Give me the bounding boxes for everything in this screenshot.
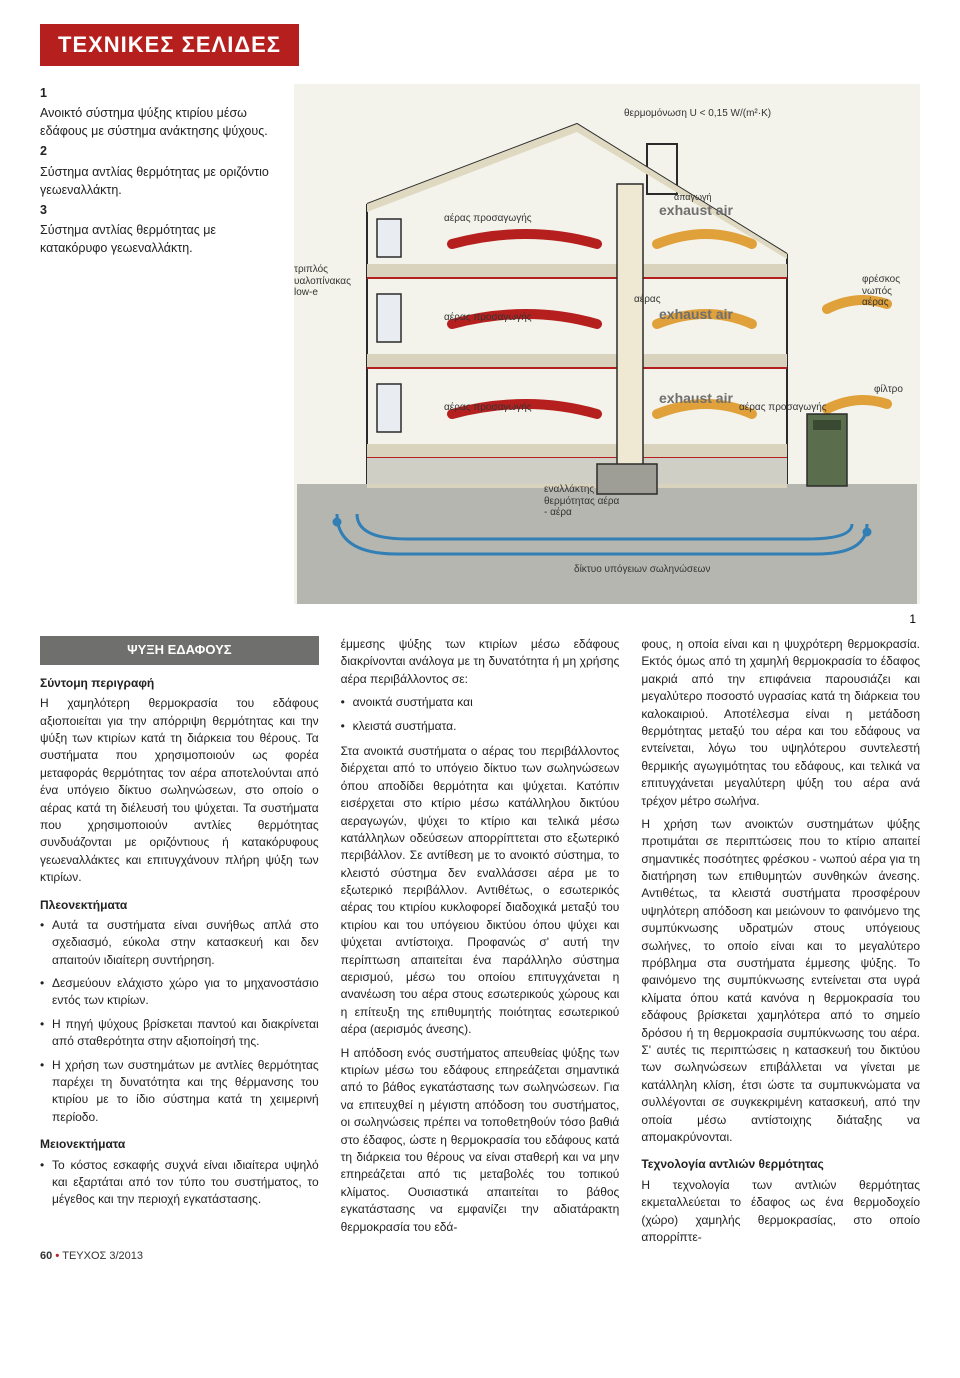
column-3: φους, η οποία είναι και η ψυχρότερη θερμ…: [641, 636, 920, 1252]
subhead-heatpump-tech: Τεχνολογία αντλιών θερμότητας: [641, 1156, 920, 1173]
p-col2-intro: έμμεσης ψύξης των κτιρίων μέσω εδάφους δ…: [341, 636, 620, 688]
top-region: 1 Ανοικτό σύστημα ψύξης κτιρίου μέσω εδά…: [40, 84, 920, 604]
list-item: Το κόστος εσκαφής συχνά είναι ιδιαίτερα …: [40, 1157, 319, 1209]
list-item: Η χρήση των συστημάτων με αντλίες θερμότ…: [40, 1057, 319, 1127]
body-columns: ΨΥΞΗ ΕΔΑΦΟΥΣ Σύντομη περιγραφή Η χαμηλότ…: [40, 636, 920, 1252]
p-col3-heatpump: Η τεχνολογία των αντλιών θερμότητας εκμε…: [641, 1177, 920, 1247]
page-footer: 60 • ΤΕΥΧΟΣ 3/2013: [40, 1250, 143, 1262]
column-2: έμμεσης ψύξης των κτιρίων μέσω εδάφους δ…: [341, 636, 620, 1252]
subhead-disadvantages: Μειονεκτήματα: [40, 1136, 319, 1153]
page: ΤΕΧΝΙΚΕΣ ΣΕΛΙΔΕΣ 1 Ανοικτό σύστημα ψύξης…: [0, 0, 960, 1272]
list-item: Αυτά τα συστήματα είναι συνήθως απλά στο…: [40, 917, 319, 969]
legend-text-1: Ανοικτό σύστημα ψύξης κτιρίου μέσω εδάφο…: [40, 104, 270, 140]
p-description: Η χαμηλότερη θερμοκρασία του εδάφους αξι…: [40, 695, 319, 886]
legend-idx-2: 2: [40, 144, 47, 158]
figure-number: 1: [40, 612, 916, 626]
legend-text-2: Σύστημα αντλίας θερμότητας με οριζόντιο …: [40, 163, 270, 199]
legend-text-3: Σύστημα αντλίας θερμότητας με κατακόρυφο…: [40, 221, 270, 257]
p-col2-open-closed: Στα ανοικτά συστήματα ο αέρας του περιβά…: [341, 743, 620, 1039]
list-item: ανοικτά συστήματα και: [341, 694, 620, 711]
legend-idx-3: 3: [40, 203, 47, 217]
list-item: κλειστά συστήματα.: [341, 718, 620, 735]
p-col2-performance: Η απόδοση ενός συστήματος απευθείας ψύξη…: [341, 1045, 620, 1236]
p-col3-open-closed-use: Η χρήση των ανοικτών συστημάτων ψύξης πρ…: [641, 816, 920, 1146]
column-1: ΨΥΞΗ ΕΔΑΦΟΥΣ Σύντομη περιγραφή Η χαμηλότ…: [40, 636, 319, 1252]
page-number: 60: [40, 1250, 52, 1262]
p-col3-ground-temp: φους, η οποία είναι και η ψυχρότερη θερμ…: [641, 636, 920, 810]
list-item: Δεσμεύουν ελάχιστο χώρο για το μηχανοστά…: [40, 975, 319, 1010]
list-advantages: Αυτά τα συστήματα είναι συνήθως απλά στο…: [40, 917, 319, 1126]
issue-label: ΤΕΥΧΟΣ 3/2013: [62, 1250, 143, 1262]
list-disadvantages: Το κόστος εσκαφής συχνά είναι ιδιαίτερα …: [40, 1157, 319, 1209]
subhead-advantages: Πλεονεκτήματα: [40, 897, 319, 914]
list-system-types: ανοικτά συστήματα και κλειστά συστήματα.: [341, 694, 620, 735]
figure-legend: 1 Ανοικτό σύστημα ψύξης κτιρίου μέσω εδά…: [40, 84, 270, 604]
section-header: ΤΕΧΝΙΚΕΣ ΣΕΛΙΔΕΣ: [40, 24, 299, 66]
list-item: Η πηγή ψύχους βρίσκεται παντού και διακρ…: [40, 1016, 319, 1051]
legend-idx-1: 1: [40, 86, 47, 100]
box-title-ground-cooling: ΨΥΞΗ ΕΔΑΦΟΥΣ: [40, 636, 319, 665]
subhead-description: Σύντομη περιγραφή: [40, 675, 319, 692]
diagram-svg: [294, 84, 920, 604]
building-diagram: θερμομόνωση U < 0,15 W/(m²·K) τριπλός υα…: [294, 84, 920, 604]
